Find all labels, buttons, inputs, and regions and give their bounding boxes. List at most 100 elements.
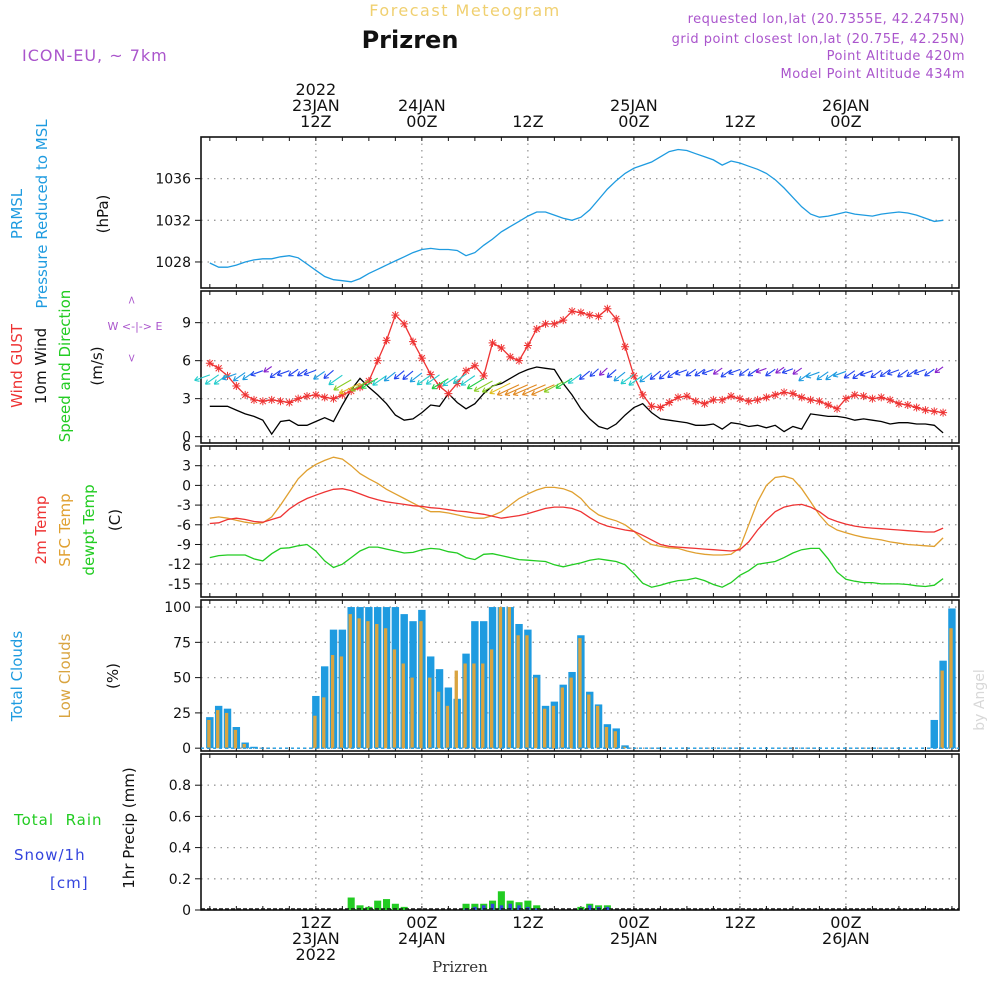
low-cloud-bar [472,663,476,749]
compass-rose: > W <-|-> E < [108,295,163,362]
low-cloud-bar [498,607,503,749]
snow-bar [534,908,539,910]
wind-direction-arrow [913,369,926,375]
footer-city: Prizren [432,958,488,976]
low-cloud-bar [410,677,414,749]
wind-arrow-head [512,390,519,396]
wind-direction-arrow [739,368,750,376]
low-cloud-bar [604,727,609,749]
wind-arrow-head [328,379,334,386]
pressure-unit: (hPa) [94,195,112,234]
gust-marker [338,390,347,399]
wind-arrow-head [567,378,574,384]
gust-marker [285,398,294,407]
total-cloud-bar [250,746,258,749]
y-tick-label: 6 [182,354,191,370]
wind-direction-arrow [372,375,387,386]
wind-direction-arrow [277,370,290,376]
bottom-time-label: 26JAN [822,929,870,948]
top-time-label: 12Z [300,112,331,131]
wind-arrow-head [738,370,745,376]
gust-marker [223,371,232,380]
gust-marker [276,397,285,406]
wind-direction-arrow [934,366,944,374]
gust-marker [382,336,391,345]
wind-direction-arrow [213,374,228,385]
wind-arrow-head [496,390,503,396]
snow-bar [481,905,486,910]
low-cloud-bar [489,649,494,749]
wind-arrow-head [924,371,930,377]
gust-marker [585,311,594,320]
pressure-panel-labels: PRMSL Pressure Reduced to MSL (hPa) [8,119,112,309]
temp-label: 2m Temp [32,496,50,565]
wind-arrow-head [620,378,627,385]
wind-arrow-head [466,383,473,390]
y-tick-label: 1036 [155,172,191,188]
gust-marker [559,316,568,325]
point-altitude: Point Altitude 420m [827,49,965,64]
rain-bar [391,903,399,910]
cloud-unit: (%) [104,663,122,689]
rain-label: Total Rain [13,811,103,829]
panel-temperature: -15 -12 -9 -6 -3 0 3 6 [168,439,960,598]
wind-arrow-head [489,388,495,395]
wind-arrow-head [606,372,613,378]
bottom-time-label: 12Z [300,913,331,932]
wind-direction-arrow [250,370,264,376]
wind-arrow-head [906,371,912,377]
gust-marker [320,393,329,402]
gust-marker [479,371,488,380]
wind-arrow-head [832,371,839,378]
dewpt-temp-label: dewpt Temp [80,484,98,575]
y-tick-label: 0.2 [169,872,191,888]
compass-south: < [125,353,138,362]
top-time-label: 23JAN [292,96,340,115]
temp-unit: (C) [106,509,124,531]
gust-marker [329,394,338,403]
wind-direction-arrow [599,367,608,376]
wind-direction-arrow [383,371,396,382]
gust-marker [576,308,585,317]
wind-direction-arrow [233,372,246,382]
wind-direction-arrow [792,367,803,375]
gust-marker [850,390,859,399]
wind-arrow-head [859,370,866,377]
pressure-label-desc: Pressure Reduced to MSL [33,119,51,309]
wind-arrow-head [521,390,528,396]
rain-bar [400,906,408,910]
wind-direction-arrow [747,368,758,377]
y-tick-label: -6 [177,518,191,534]
wind-arrow-head [473,386,480,392]
wind-arrow-head [409,377,416,383]
low-cloud-bar [534,677,538,749]
y-tick-label: 25 [173,706,191,722]
gust-marker [797,393,806,402]
low-cloud-bar [949,628,953,749]
wind-direction-arrow [685,368,697,377]
low-cloud-bar [587,694,591,749]
rain-bar [356,905,364,910]
low-cloud-bar [595,705,600,749]
gust-marker [788,389,797,398]
gust-marker [815,397,824,406]
wind-arrow-head [288,371,294,377]
y-tick-label: 0.8 [169,778,191,794]
wind-arrow-head [221,374,227,381]
gust-marker [523,341,532,350]
gust-marker [214,364,223,373]
snow-bar [517,905,521,910]
wind-direction-arrow [755,367,767,373]
wind-direction-arrow [489,382,511,394]
wind-direction-arrow [467,378,484,390]
wind-direction-arrow [263,366,272,373]
snow-label: Snow/1h [14,846,86,864]
wind-direction-arrow [667,369,679,378]
wind-arrow-head [250,370,256,377]
gust-marker [250,395,259,404]
wind-direction-arrow [694,368,705,377]
wind-arrow-head [694,371,701,377]
wind-direction-arrow [288,368,299,377]
low-cloud-bar [313,715,317,749]
wind-direction-arrow [713,367,723,375]
